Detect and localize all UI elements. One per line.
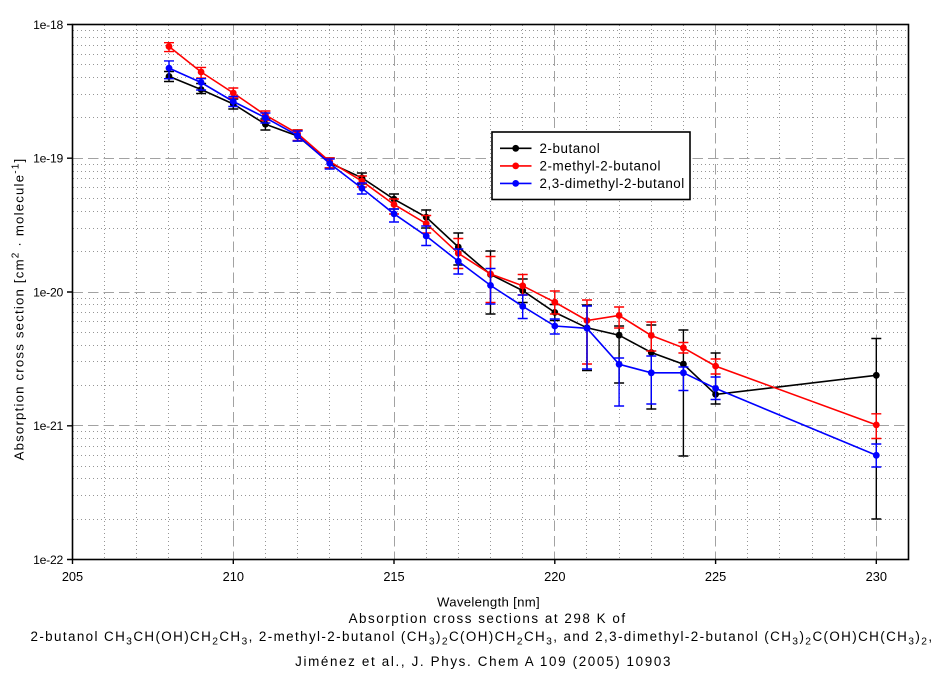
svg-text:1e-18: 1e-18 (33, 18, 63, 32)
svg-text:225: 225 (705, 569, 726, 584)
svg-text:220: 220 (544, 569, 565, 584)
svg-text:Absorption cross section [cm2: Absorption cross section [cm2 · molecule… (11, 158, 27, 461)
svg-text:2-butanol: 2-butanol (540, 141, 601, 156)
svg-text:Absorption cross sections at 2: Absorption cross sections at 298 K of (349, 611, 627, 626)
svg-text:205: 205 (62, 569, 83, 584)
svg-text:210: 210 (223, 569, 244, 584)
svg-text:1e-19: 1e-19 (33, 152, 63, 166)
svg-text:2,3-dimethyl-2-butanol: 2,3-dimethyl-2-butanol (540, 176, 685, 191)
svg-text:230: 230 (866, 569, 887, 584)
svg-text:215: 215 (383, 569, 404, 584)
svg-text:1e-22: 1e-22 (33, 553, 63, 567)
svg-text:2-butanol CH3​CH(OH)CH2​CH3​,: 2-butanol CH3​CH(OH)CH2​CH3​, 2-methyl-2… (30, 629, 933, 647)
svg-text:1e-20: 1e-20 (33, 285, 63, 299)
svg-text:Jiménez et al., J. Phys. Chem: Jiménez et al., J. Phys. Chem A 109 (200… (295, 654, 672, 669)
svg-text:Wavelength [nm]: Wavelength [nm] (437, 595, 540, 610)
svg-text:2-methyl-2-butanol: 2-methyl-2-butanol (540, 159, 662, 174)
svg-text:1e-21: 1e-21 (33, 419, 63, 433)
